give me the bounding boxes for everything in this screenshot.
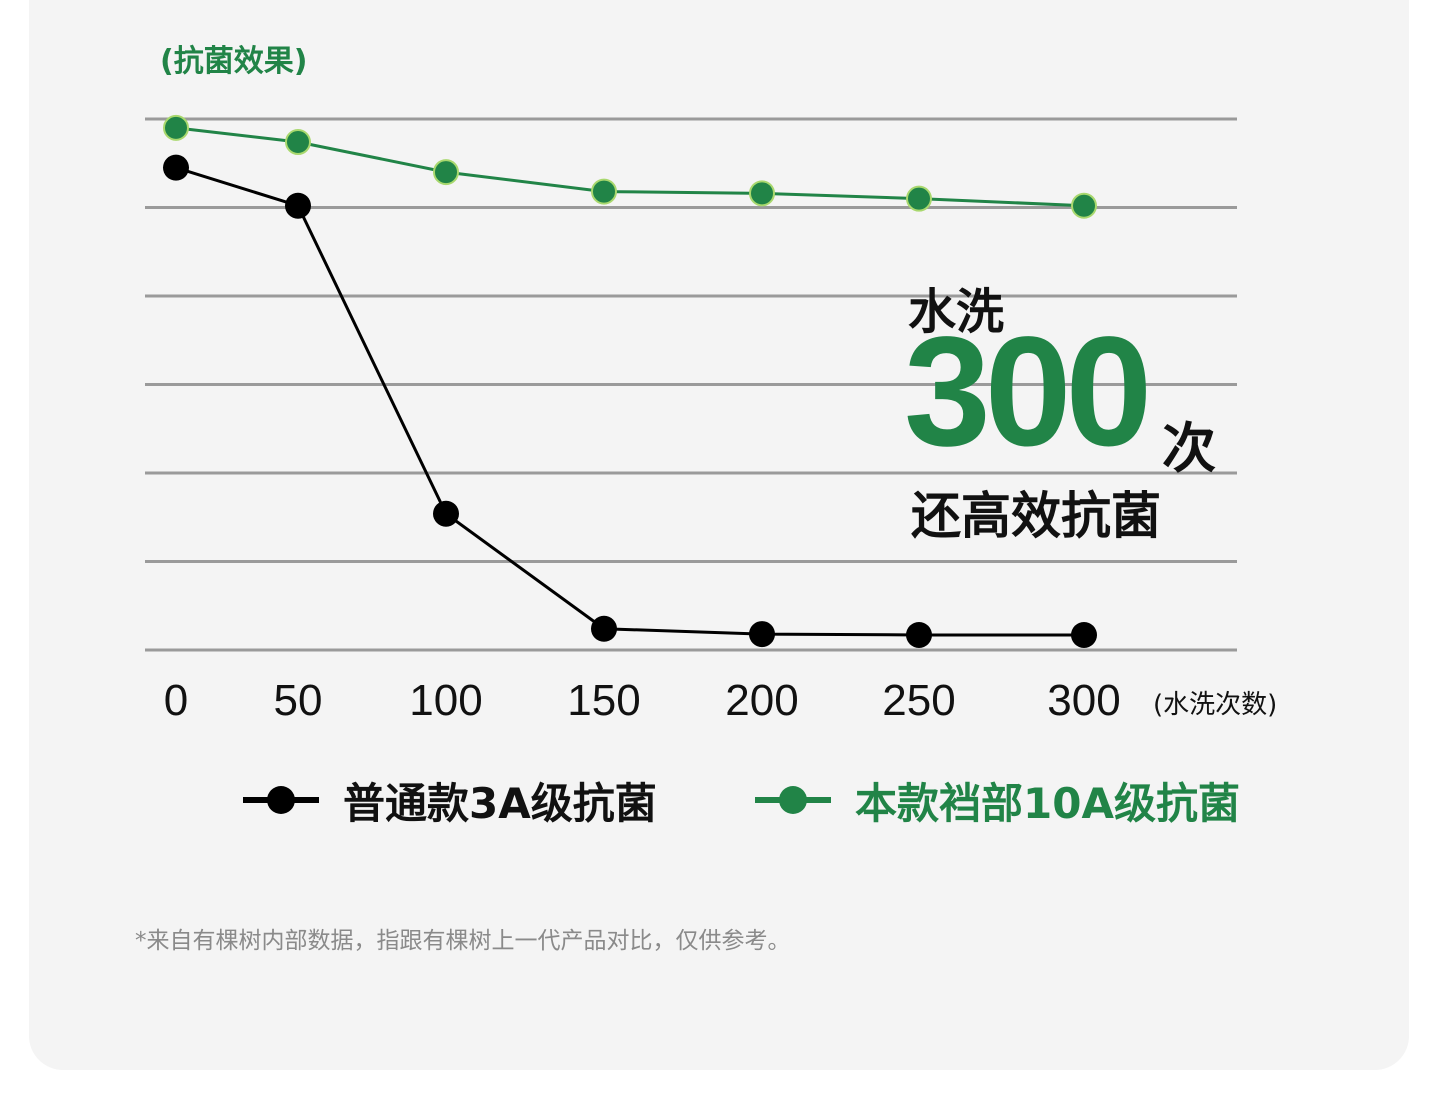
data-point-0-0 bbox=[163, 154, 189, 181]
callout-top-text: 水洗 bbox=[908, 284, 1005, 340]
x-tick-label: 0 bbox=[163, 676, 189, 725]
data-point-0-5 bbox=[906, 621, 932, 648]
legend-label-standard: 普通款3A级抗菌 bbox=[343, 778, 657, 828]
data-point-0-6 bbox=[1071, 621, 1097, 648]
legend-marker-standard bbox=[243, 770, 319, 830]
legend-label-premium: 本款裆部10A级抗菌 bbox=[855, 778, 1240, 828]
x-tick-label: 50 bbox=[273, 676, 323, 725]
legend-item-standard: 普通款3A级抗菌 bbox=[243, 770, 657, 830]
series-line-1 bbox=[175, 126, 1085, 208]
data-point-1-4 bbox=[749, 180, 775, 207]
x-tick-label: 250 bbox=[882, 676, 956, 725]
data-point-0-3 bbox=[591, 615, 617, 642]
data-point-1-1 bbox=[285, 129, 311, 156]
data-point-0-2 bbox=[433, 500, 459, 527]
y-axis-title: (抗菌效果) bbox=[160, 44, 308, 79]
data-point-1-5 bbox=[906, 185, 932, 212]
chart-card bbox=[29, 0, 1409, 1070]
x-tick-label: 200 bbox=[725, 676, 799, 725]
data-point-0-4 bbox=[749, 621, 775, 648]
legend-marker-premium bbox=[755, 770, 831, 830]
footnote: *来自有棵树内部数据，指跟有棵树上一代产品对比，仅供参考。 bbox=[135, 928, 791, 954]
x-tick-label: 300 bbox=[1047, 676, 1121, 725]
data-point-1-2 bbox=[433, 159, 459, 186]
callout-unit: 次 bbox=[1162, 417, 1216, 480]
legend-item-premium: 本款裆部10A级抗菌 bbox=[755, 770, 1240, 830]
x-tick-label: 150 bbox=[567, 676, 641, 725]
x-tick-label: 100 bbox=[409, 676, 483, 725]
callout-number: 300 bbox=[904, 305, 1152, 479]
callout-bottom-text: 还高效抗菌 bbox=[911, 487, 1161, 545]
data-point-0-1 bbox=[285, 192, 311, 219]
data-point-1-0 bbox=[163, 114, 189, 141]
x-axis-label: (水洗次数) bbox=[1153, 690, 1278, 720]
data-point-1-6 bbox=[1071, 192, 1097, 219]
data-point-1-3 bbox=[591, 178, 617, 205]
